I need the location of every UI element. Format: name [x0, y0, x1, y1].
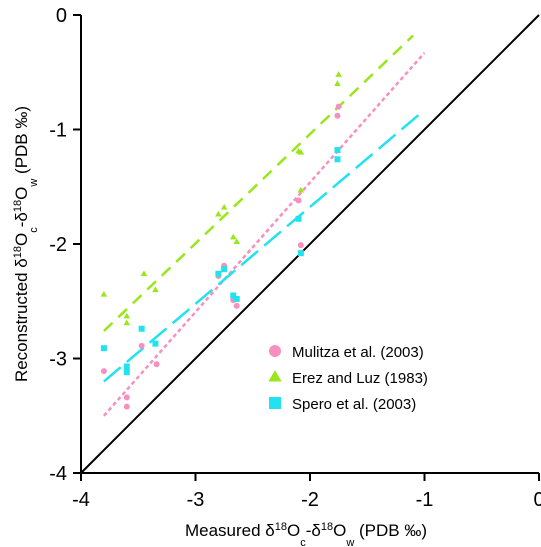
- axis-title-part: O: [12, 187, 31, 200]
- data-point: [221, 266, 227, 272]
- data-point: [101, 291, 108, 297]
- x-tick-label: -3: [187, 489, 205, 511]
- data-point: [139, 343, 145, 349]
- data-point: [154, 361, 160, 367]
- data-point: [215, 211, 222, 217]
- fit-line: [104, 53, 425, 416]
- data-point: [124, 404, 130, 410]
- y-tick-label: 0: [56, 5, 67, 27]
- data-point: [152, 286, 159, 292]
- axis-title-part: -δ: [306, 521, 321, 540]
- axis-title-part: Reconstructed δ: [12, 258, 31, 382]
- axis-title-part: Measured δ: [185, 521, 275, 540]
- data-point: [334, 113, 340, 119]
- axis-title-part: (PDB ‰): [12, 106, 31, 179]
- axis-title-part: 18: [321, 521, 333, 533]
- data-point: [215, 271, 221, 277]
- x-tick-label: -1: [416, 489, 434, 511]
- data-point: [152, 341, 158, 347]
- legend-label: Spero et al. (2003): [292, 396, 416, 413]
- data-point: [336, 104, 342, 110]
- x-axis-title: Measured δ18Oc-δ18Ow (PDB ‰): [185, 521, 427, 547]
- data-point: [298, 250, 304, 256]
- axis-title-part: w: [28, 179, 40, 188]
- legend: Mulitza et al. (2003) Erez and Luz (1983)…: [268, 344, 428, 413]
- data-point: [124, 369, 130, 375]
- axis-title-part: 18: [12, 246, 24, 258]
- x-tick-label: 0: [533, 489, 541, 511]
- data-point: [334, 156, 340, 162]
- legend-label: Erez and Luz (1983): [292, 370, 428, 387]
- data-point: [101, 368, 107, 374]
- data-point: [334, 147, 340, 153]
- data-point: [234, 303, 240, 309]
- data-point: [101, 345, 107, 351]
- x-tick-label: -2: [301, 489, 319, 511]
- axis-title-part: -δ: [12, 212, 31, 227]
- data-point: [124, 313, 131, 319]
- data-point: [221, 204, 228, 210]
- legend-marker: [269, 345, 281, 357]
- data-point: [296, 216, 302, 222]
- data-point: [124, 364, 130, 370]
- axis-title-part: O: [333, 521, 346, 540]
- data-point: [141, 270, 148, 276]
- axis-title-part: w: [345, 537, 354, 547]
- axis-title-part: O: [287, 521, 300, 540]
- axis-title-part: O: [12, 233, 31, 246]
- data-point: [230, 234, 237, 240]
- data-point: [335, 71, 342, 77]
- y-tick-label: -1: [49, 120, 67, 142]
- y-axis-title: Reconstructed δ18Oc-δ18Ow (PDB ‰): [12, 106, 40, 382]
- data-point: [296, 197, 302, 203]
- y-tick-label: -3: [49, 349, 67, 371]
- y-tick-label: -2: [49, 234, 67, 256]
- axis-title-part: 18: [275, 521, 287, 533]
- data-point: [124, 394, 130, 400]
- legend-marker: [268, 370, 281, 381]
- data-point: [334, 80, 341, 86]
- data-point: [234, 296, 240, 302]
- data-point: [124, 320, 131, 326]
- axis-title-part: (PDB ‰): [354, 521, 427, 540]
- legend-marker: [269, 397, 281, 409]
- data-point: [298, 242, 304, 248]
- axis-title-part: 18: [12, 200, 24, 212]
- y-tick-label: -4: [49, 463, 67, 485]
- x-tick-label: -4: [72, 489, 90, 511]
- data-point: [139, 326, 145, 332]
- fit-line: [104, 36, 413, 331]
- legend-label: Mulitza et al. (2003): [292, 344, 424, 361]
- fit-line: [104, 110, 425, 381]
